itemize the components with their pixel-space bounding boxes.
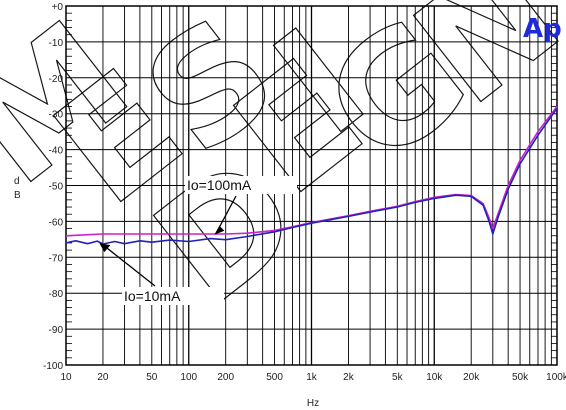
y-tick-label: -40 [49,146,64,157]
x-tick-label: 100k [546,372,566,383]
y-tick-label: -20 [49,74,64,85]
annotation-io-100ma: Io=100mA [187,177,252,193]
x-tick-label: 10k [426,372,443,383]
annotation-bg [122,287,224,305]
x-tick-label: 20 [97,372,109,383]
ap-logo: Ap [523,14,562,44]
y-axis-label-b: B [14,190,21,201]
y-tick-label: -10 [49,38,64,49]
x-tick-label: 5k [392,372,404,383]
x-tick-label: 50 [146,372,158,383]
arrow-head [99,243,111,253]
annotation-arrow [102,244,156,287]
x-tick-label: 50k [512,372,529,383]
y-tick-label: -60 [49,217,64,228]
x-tick-labels: 10 20 50 100 200 500 1k 2k 5k 10k 20k 50k 100k [60,372,566,383]
y-tick-label: -70 [49,253,64,264]
annotations: Io=100mA Io=10mA [99,176,297,305]
x-tick-label: 200 [217,372,234,383]
y-tick-label: -80 [49,289,64,300]
arrow-head [214,225,225,235]
grid [66,5,557,366]
y-axis-label-d: d [14,176,20,187]
x-axis-label: Hz [307,398,319,409]
y-tick-label: -100 [43,361,63,372]
x-tick-label: 500 [266,372,283,383]
series-lines [65,106,558,245]
y-tick-label: -90 [49,325,64,336]
y-tick-label: -30 [49,110,64,121]
x-tick-label: 20k [463,372,480,383]
y-tick-label: -50 [49,182,64,193]
x-tick-label: 10 [60,372,72,383]
y-tick-label: +0 [52,2,64,13]
annotation-io-10ma: Io=10mA [124,288,181,304]
x-tick-label: 2k [343,372,355,383]
plot-frame [65,5,558,366]
x-tick-label: 1k [306,372,318,383]
annotation-bg [185,176,297,194]
x-tick-label: 100 [180,372,197,383]
series-line [65,107,558,245]
y-tick-labels: +0 -10 -20 -30 -40 -50 -60 -70 -80 -90 -100 [43,2,63,372]
